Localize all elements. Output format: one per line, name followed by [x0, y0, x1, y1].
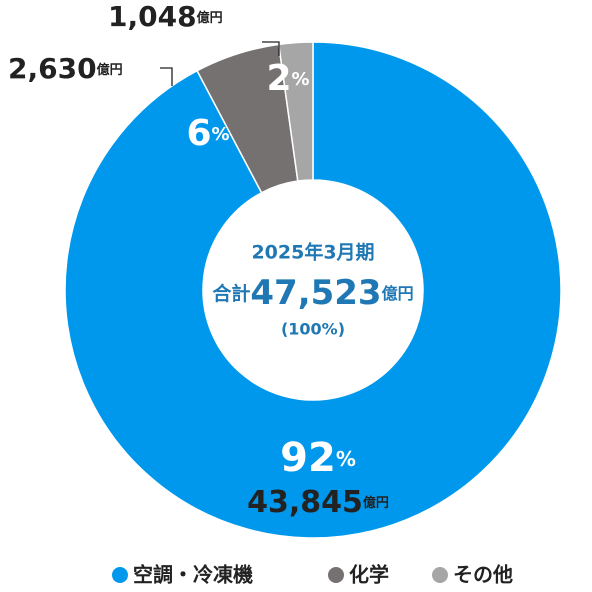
percent-unit: %	[212, 124, 230, 145]
amount-unit: 億円	[197, 10, 223, 26]
legend-marker	[432, 567, 448, 583]
leader-line	[160, 67, 173, 86]
percent-unit: %	[292, 69, 310, 90]
legend-marker	[112, 567, 128, 583]
amount-label: 2,630億円	[8, 52, 123, 85]
percent-value: 2	[266, 58, 291, 99]
amount-value: 43,845	[247, 485, 363, 520]
center-total: 合計47,523億円	[212, 273, 413, 313]
amount-unit: 億円	[97, 62, 123, 78]
amount-unit: 億円	[363, 495, 389, 511]
donut-slice	[277, 41, 314, 182]
percent-value: 92	[280, 435, 336, 481]
amount-label: 43,845億円	[247, 485, 389, 520]
center-total-value: 47,523	[250, 273, 381, 313]
center-prefix: 合計	[212, 282, 250, 305]
legend-label: その他	[453, 563, 513, 587]
center-unit: 億円	[382, 284, 414, 303]
percent-label: 2%	[266, 58, 309, 99]
amount-value: 1,048	[108, 0, 197, 33]
percent-label: 6%	[186, 113, 229, 154]
percent-label: 92%	[280, 435, 356, 481]
legend-label: 空調・冷凍機	[133, 563, 253, 587]
amount-label: 1,048億円	[108, 0, 223, 33]
center-share: (100%)	[281, 320, 345, 339]
percent-value: 6	[186, 113, 211, 154]
leader-line	[262, 41, 280, 56]
percent-unit: %	[336, 447, 356, 471]
center-period: 2025年3月期	[251, 241, 374, 264]
amount-value: 2,630	[8, 52, 97, 85]
donut-slice	[64, 41, 562, 539]
legend-marker	[328, 567, 344, 583]
legend-label: 化学	[349, 563, 389, 587]
